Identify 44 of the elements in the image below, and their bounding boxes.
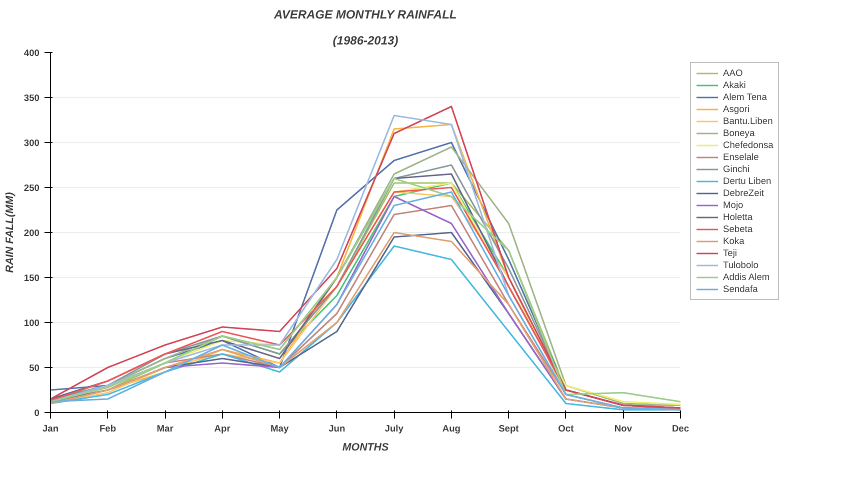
legend-label: Chefedonsa: [723, 140, 774, 150]
x-tick-label: Oct: [558, 424, 574, 434]
legend-label: Mojo: [723, 200, 744, 210]
x-tick-label: Feb: [99, 424, 116, 434]
x-tick-label: Nov: [614, 424, 633, 434]
x-tick-label: Aug: [442, 424, 461, 434]
chart-subtitle: (1986-2013): [332, 34, 398, 48]
legend-label: Dertu Liben: [723, 176, 772, 186]
legend-label: Ginchi: [723, 164, 750, 174]
x-tick-label: Sept: [498, 424, 519, 434]
legend-label: DebreZeit: [723, 188, 764, 198]
chart-title: AVERAGE MONTHLY RAINFALL: [273, 8, 457, 22]
legend-label: Enselale: [723, 152, 759, 162]
x-axis-title: MONTHS: [342, 442, 389, 454]
y-tick-label: 200: [24, 228, 40, 238]
legend-label: Akaki: [723, 80, 746, 90]
y-tick-label: 150: [24, 273, 40, 283]
legend-label: Holetta: [723, 212, 753, 222]
legend-label: Tulobolo: [723, 260, 758, 270]
legend-label: Koka: [723, 236, 744, 246]
legend-label: Asgori: [723, 104, 750, 114]
x-tick-label: Dec: [672, 424, 690, 434]
legend-label: Boneya: [723, 128, 755, 138]
y-tick-label: 350: [24, 93, 40, 103]
x-tick-label: May: [270, 424, 290, 434]
legend-label: Addis Alem: [723, 272, 770, 282]
y-tick-label: 300: [24, 138, 40, 148]
y-tick-label: 400: [24, 48, 40, 58]
legend-label: Bantu.Liben: [723, 116, 773, 126]
x-tick-label: Mar: [156, 424, 174, 434]
x-tick-label: July: [384, 424, 404, 434]
x-tick-label: Apr: [214, 424, 231, 434]
legend-label: AAO: [723, 68, 743, 78]
legend-label: Sebeta: [723, 224, 753, 234]
legend-label: Sendafa: [723, 284, 758, 294]
y-tick-label: 100: [24, 318, 40, 328]
y-tick-label: 50: [29, 363, 40, 373]
y-tick-label: 250: [24, 183, 40, 193]
y-axis-title: RAIN FALL(MM): [4, 192, 16, 273]
x-tick-label: Jun: [328, 424, 346, 434]
legend-label: Alem Tena: [723, 92, 767, 102]
y-tick-label: 0: [34, 408, 40, 418]
legend-label: Teji: [723, 248, 738, 258]
x-tick-label: Jan: [42, 424, 59, 434]
